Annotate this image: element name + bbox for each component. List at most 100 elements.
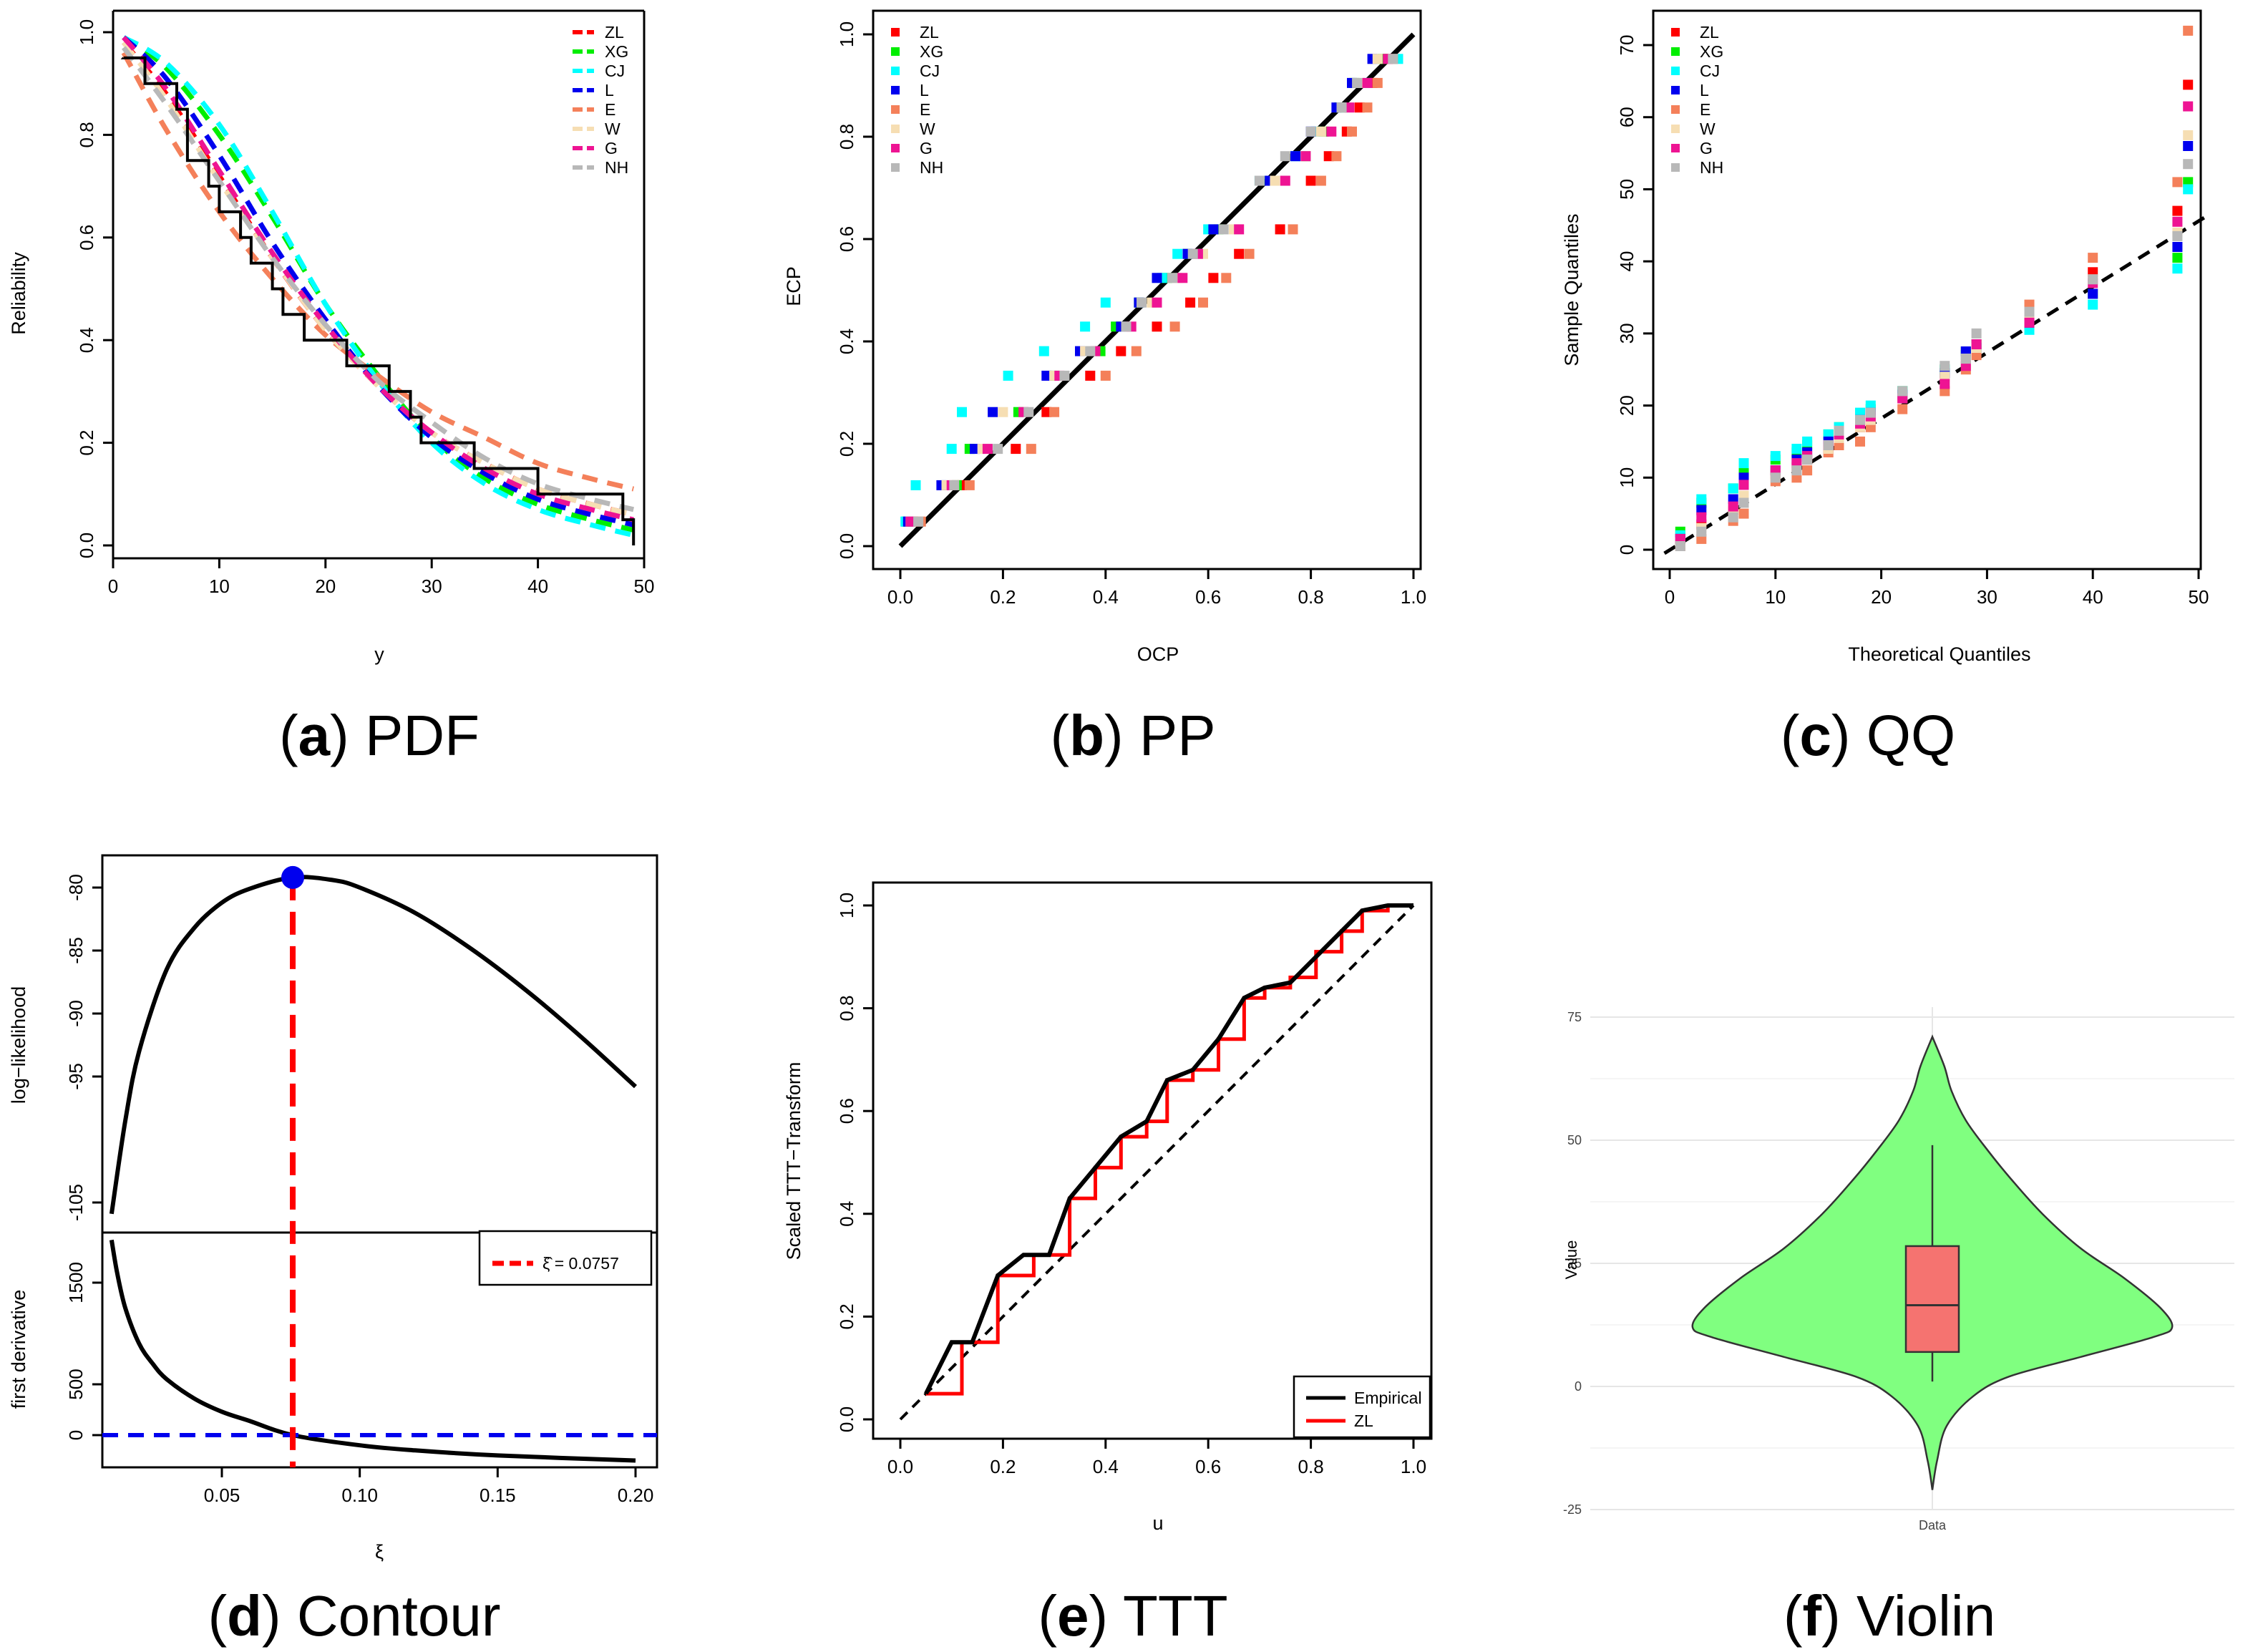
c-point-NH-15 — [2024, 306, 2035, 317]
d-top-y-axis-title: log−likelihood — [8, 986, 29, 1104]
d-top-ytick-label-2: -90 — [65, 1000, 87, 1027]
a-ytick-label-3: 0.6 — [76, 225, 97, 251]
b-legend-swatch-NH — [891, 163, 900, 172]
c-point-L-18 — [2183, 141, 2194, 151]
b-legend-label-G: G — [920, 139, 933, 157]
b-point-NH-10 — [1218, 224, 1229, 235]
b-point-E-5 — [1131, 346, 1142, 356]
caption-c: (c) QQ — [1781, 704, 1955, 767]
f-ytick-label-1: 0 — [1575, 1379, 1582, 1394]
c-y-ticks: 0 10 20 30 40 50 60 70 — [1616, 35, 1653, 555]
b-x-axis-title: OCP — [1137, 643, 1179, 665]
b-y-axis-title: ECP — [783, 266, 804, 306]
c-legend-label-G: G — [1700, 139, 1713, 157]
b-point-E-6 — [1169, 321, 1180, 332]
e-ytick-label-0: 0.0 — [836, 1406, 857, 1432]
b-point-G-10 — [1234, 224, 1245, 235]
d-top-ytick-label-1: -85 — [65, 937, 87, 964]
d-xtick-label-2: 0.15 — [480, 1485, 516, 1506]
b-point-CJ-5 — [1038, 346, 1049, 356]
b-point-G-12 — [1300, 151, 1311, 162]
c-point-NH-13 — [1960, 354, 1971, 364]
e-plot-frame — [872, 881, 1433, 1440]
b-xtick-label-4: 0.8 — [1298, 586, 1324, 608]
c-legend-label-NH: NH — [1700, 158, 1723, 177]
b-legend-swatch-W — [891, 125, 900, 133]
d-top-ytick-label-0: -80 — [65, 874, 87, 901]
e-ytick-label-3: 0.6 — [836, 1098, 857, 1124]
d-legend-label: ξ̂ = 0.0757 — [542, 1254, 619, 1273]
a-legend-label-L: L — [605, 81, 614, 99]
c-legend-swatch-G — [1671, 144, 1680, 152]
b-xtick-label-0: 0.0 — [887, 586, 913, 608]
e-xtick-label-1: 0.2 — [990, 1456, 1016, 1477]
a-xtick-label-3: 30 — [422, 575, 442, 597]
c-point-E-17 — [2172, 177, 2183, 188]
c-point-L-16 — [2088, 288, 2098, 299]
b-point-E-12 — [1331, 151, 1342, 162]
e-xtick-label-4: 0.8 — [1298, 1456, 1324, 1477]
b-point-ZL-3 — [1041, 407, 1052, 417]
d-top-ytick-label-3: -95 — [65, 1063, 87, 1090]
c-x-axis-title: Theoretical Quantiles — [1848, 643, 2030, 665]
c-legend-label-L: L — [1700, 81, 1709, 99]
b-point-L-8 — [1152, 273, 1162, 283]
b-point-E-15 — [1372, 77, 1383, 88]
b-point-ZL-11 — [1305, 175, 1316, 186]
b-point-ZL-7 — [1185, 297, 1196, 308]
b-point-E-4 — [1100, 370, 1111, 381]
a-xtick-label-1: 10 — [209, 575, 230, 597]
e-legend-label-zl: ZL — [1354, 1412, 1373, 1430]
b-point-NH-14 — [1336, 102, 1347, 113]
b-point-CJ-3 — [957, 407, 967, 417]
a-xtick-label-2: 20 — [315, 575, 336, 597]
b-point-G-2 — [982, 444, 993, 455]
d-xtick-label-0: 0.05 — [204, 1485, 240, 1506]
c-point-E-6 — [1802, 465, 1813, 476]
c-point-NH-6 — [1802, 455, 1813, 465]
caption-b: (b) PP — [1050, 704, 1215, 767]
c-point-NH-16 — [2088, 274, 2098, 285]
b-point-E-14 — [1362, 102, 1373, 113]
e-ytick-label-4: 0.8 — [836, 996, 857, 1021]
d-top-y-ticks: -80 -85 -90 -95 -105 — [65, 874, 102, 1221]
e-x-ticks: 0.0 0.2 0.4 0.6 0.8 1.0 — [887, 1439, 1426, 1477]
a-legend-label-E: E — [605, 100, 615, 119]
b-point-L-3 — [988, 407, 998, 417]
c-xtick-label-5: 50 — [2189, 586, 2209, 608]
b-point-E-9 — [1244, 248, 1255, 259]
captions: (a) PDF (b) PP (c) QQ (d) Contour (e) TT… — [208, 704, 1996, 1648]
c-point-NH-14 — [1971, 328, 1982, 339]
f-ytick-label-4: 75 — [1567, 1010, 1582, 1024]
e-ytick-label-1: 0.2 — [836, 1303, 857, 1329]
b-xtick-label-3: 0.6 — [1195, 586, 1221, 608]
e-ytick-label-5: 1.0 — [836, 893, 857, 918]
f-box — [1904, 1245, 1960, 1354]
b-point-ZL-10 — [1275, 224, 1285, 235]
b-point-E-8 — [1221, 273, 1232, 283]
b-point-NH-5 — [1085, 346, 1096, 356]
b-reference-line — [898, 32, 1416, 548]
b-point-W-13 — [1315, 126, 1326, 137]
b-point-CJ-6 — [1080, 321, 1091, 332]
b-point-E-11 — [1315, 175, 1326, 186]
b-point-G-11 — [1280, 175, 1290, 186]
c-point-G-3 — [1738, 480, 1749, 490]
d-x-ticks: 0.05 0.10 0.15 0.20 — [204, 1467, 653, 1506]
c-point-W-18 — [2183, 130, 2194, 140]
a-y-ticks: 0.0 0.2 0.4 0.6 0.8 1.0 — [76, 19, 113, 558]
c-point-CJ-17 — [2172, 263, 2183, 274]
c-legend-swatch-CJ — [1671, 67, 1680, 75]
c-point-E-16 — [2088, 253, 2098, 263]
panel-c-qq-chart: 0 10 20 30 40 50 0 10 20 30 40 50 60 70 ZLXGCJLEWGNH… — [1561, 9, 2211, 665]
panel-a-reliability-chart: 0 10 20 30 40 50 0.0 0.2 0.4 0.6 0.8 1.0 ZLXGCJLEW… — [8, 9, 654, 665]
c-ytick-label-6: 60 — [1616, 107, 1637, 127]
b-legend-label-NH: NH — [920, 158, 943, 177]
c-legend-label-E: E — [1700, 100, 1710, 119]
c-point-E-11 — [1897, 404, 1908, 414]
b-point-L-10 — [1208, 224, 1219, 235]
d-bottom-ytick-label-1: 500 — [65, 1369, 87, 1399]
c-ytick-label-3: 30 — [1616, 323, 1637, 344]
a-y-axis-title: Reliability — [8, 252, 29, 335]
